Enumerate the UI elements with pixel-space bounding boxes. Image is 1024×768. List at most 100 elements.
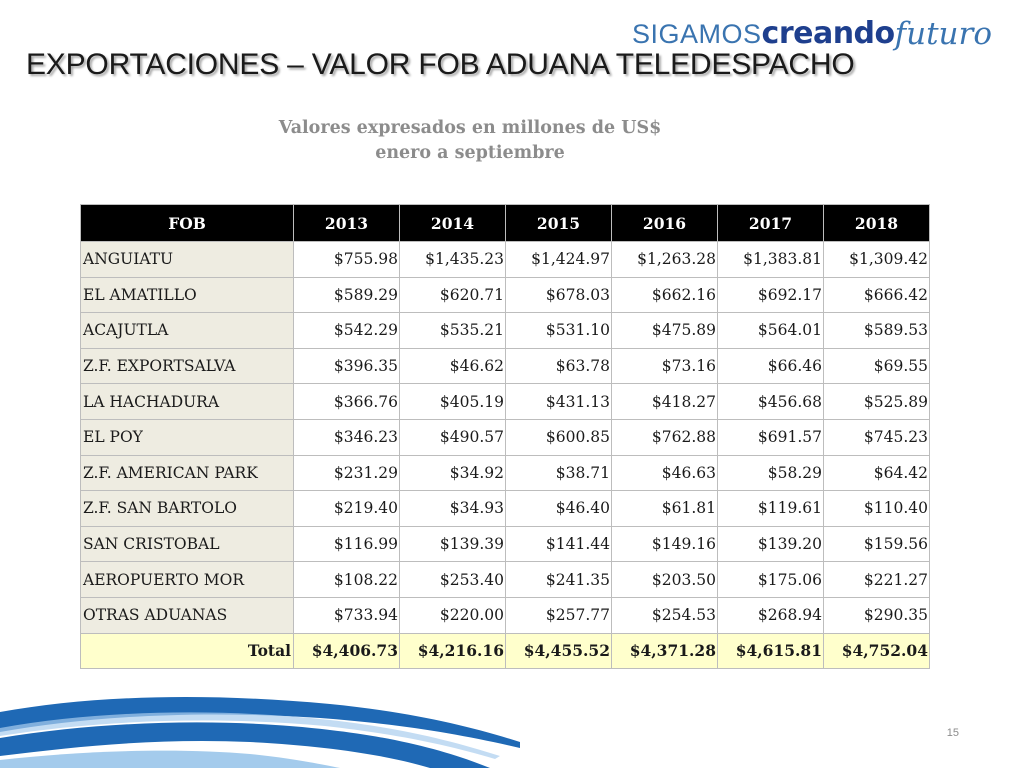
table-cell: $58.29 (717, 454, 824, 492)
table-cell: $231.29 (293, 454, 400, 492)
slide-page-number: 15 (946, 727, 959, 739)
table-cell: $542.29 (293, 312, 400, 349)
table-row: Z.F. SAN BARTOLO $219.40 $34.93 $46.40 $… (80, 490, 930, 527)
table-cell: $203.50 (611, 561, 718, 598)
table-row: AEROPUERTO MOR $108.22 $253.40 $241.35 $… (80, 561, 930, 598)
header-2018: 2018 (823, 204, 930, 242)
table-row: SAN CRISTOBAL $116.99 $139.39 $141.44 $1… (80, 525, 930, 563)
table-cell: $116.99 (293, 525, 400, 563)
logo-text-sigamos: SIGAMOS (632, 19, 762, 49)
table-cell: $691.57 (717, 418, 824, 456)
table-cell: $418.27 (611, 383, 718, 420)
table-cell: $589.53 (823, 312, 930, 349)
row-label: Z.F. SAN BARTOLO (80, 490, 294, 527)
table-cell: $241.35 (505, 561, 612, 598)
table-cell: $564.01 (717, 312, 824, 349)
table-cell: $396.35 (293, 347, 400, 385)
table-row: ACAJUTLA $542.29 $535.21 $531.10 $475.89… (80, 312, 930, 349)
table-cell: $69.55 (823, 347, 930, 385)
table-cell: $290.35 (823, 596, 930, 634)
row-label: AEROPUERTO MOR (80, 561, 294, 598)
row-label: Z.F. EXPORTSALVA (80, 347, 294, 385)
row-label: EL POY (80, 418, 294, 456)
slide-title: EXPORTACIONES – VALOR FOB ADUANA TELEDES… (26, 48, 855, 81)
table-cell: $620.71 (399, 276, 506, 314)
table-row: LA HACHADURA $366.76 $405.19 $431.13 $41… (80, 383, 930, 420)
row-label: ACAJUTLA (80, 312, 294, 349)
table-cell: $220.00 (399, 596, 506, 634)
header-2016: 2016 (611, 204, 718, 242)
row-label: OTRAS ADUANAS (80, 596, 294, 634)
table-cell: $221.27 (823, 561, 930, 598)
row-label: SAN CRISTOBAL (80, 525, 294, 563)
header-2015: 2015 (505, 204, 612, 242)
table-cell: $490.57 (399, 418, 506, 456)
header-2014: 2014 (399, 204, 506, 242)
header-2017: 2017 (717, 204, 824, 242)
table-row: Z.F. AMERICAN PARK $231.29 $34.92 $38.71… (80, 454, 930, 492)
fob-exports-table: FOB 2013 2014 2015 2016 2017 2018 ANGUIA… (80, 204, 930, 670)
row-label: ANGUIATU (80, 241, 294, 278)
table-cell: $34.93 (399, 490, 506, 527)
subtitle-line-period: enero a septiembre (375, 143, 565, 163)
logo-text-futuro: futuro (894, 16, 993, 52)
table-cell: $431.13 (505, 383, 612, 420)
table-cell: $531.10 (505, 312, 612, 349)
blue-swoosh-decoration (0, 697, 520, 768)
table-cell: $34.92 (399, 454, 506, 492)
table-cell: $456.68 (717, 383, 824, 420)
table-cell: $666.42 (823, 276, 930, 314)
table-cell: $692.17 (717, 276, 824, 314)
table-row: OTRAS ADUANAS $733.94 $220.00 $257.77 $2… (80, 596, 930, 634)
total-cell: $4,406.73 (293, 632, 400, 670)
row-label: EL AMATILLO (80, 276, 294, 314)
table-cell: $268.94 (717, 596, 824, 634)
table-cell: $63.78 (505, 347, 612, 385)
table-cell: $253.40 (399, 561, 506, 598)
table-cell: $46.40 (505, 490, 612, 527)
table-cell: $1,383.81 (717, 241, 824, 278)
table-row: EL AMATILLO $589.29 $620.71 $678.03 $662… (80, 276, 930, 314)
table-row: ANGUIATU $755.98 $1,435.23 $1,424.97 $1,… (80, 241, 930, 278)
row-label: LA HACHADURA (80, 383, 294, 420)
table-row: Z.F. EXPORTSALVA $396.35 $46.62 $63.78 $… (80, 347, 930, 385)
table-cell: $219.40 (293, 490, 400, 527)
header-2013: 2013 (293, 204, 400, 242)
total-cell: $4,752.04 (823, 632, 930, 670)
table-cell: $1,263.28 (611, 241, 718, 278)
table-cell: $762.88 (611, 418, 718, 456)
table-cell: $662.16 (611, 276, 718, 314)
sigamos-creando-futuro-logo: SIGAMOScreandofuturo (632, 14, 992, 54)
total-cell: $4,371.28 (611, 632, 718, 670)
table-cell: $1,424.97 (505, 241, 612, 278)
table-cell: $61.81 (611, 490, 718, 527)
table-cell: $745.23 (823, 418, 930, 456)
row-label: Z.F. AMERICAN PARK (80, 454, 294, 492)
table-cell: $108.22 (293, 561, 400, 598)
table-row: EL POY $346.23 $490.57 $600.85 $762.88 $… (80, 418, 930, 456)
table-cell: $64.42 (823, 454, 930, 492)
table-cell: $755.98 (293, 241, 400, 278)
table-cell: $257.77 (505, 596, 612, 634)
total-row: Total $4,406.73 $4,216.16 $4,455.52 $4,3… (80, 632, 930, 670)
table-cell: $535.21 (399, 312, 506, 349)
table-cell: $66.46 (717, 347, 824, 385)
table-cell: $73.16 (611, 347, 718, 385)
table-cell: $405.19 (399, 383, 506, 420)
table-cell: $175.06 (717, 561, 824, 598)
total-cell: $4,615.81 (717, 632, 824, 670)
table-cell: $46.63 (611, 454, 718, 492)
table-cell: $525.89 (823, 383, 930, 420)
table-cell: $119.61 (717, 490, 824, 527)
total-cell: $4,216.16 (399, 632, 506, 670)
table-cell: $366.76 (293, 383, 400, 420)
table-subtitle: Valores expresados en millones de US$ en… (220, 116, 720, 166)
table-cell: $159.56 (823, 525, 930, 563)
table-cell: $1,309.42 (823, 241, 930, 278)
table-cell: $149.16 (611, 525, 718, 563)
logo-text-creando: creando (761, 16, 896, 51)
table-cell: $46.62 (399, 347, 506, 385)
header-fob: FOB (80, 204, 294, 242)
table-cell: $254.53 (611, 596, 718, 634)
table-cell: $733.94 (293, 596, 400, 634)
